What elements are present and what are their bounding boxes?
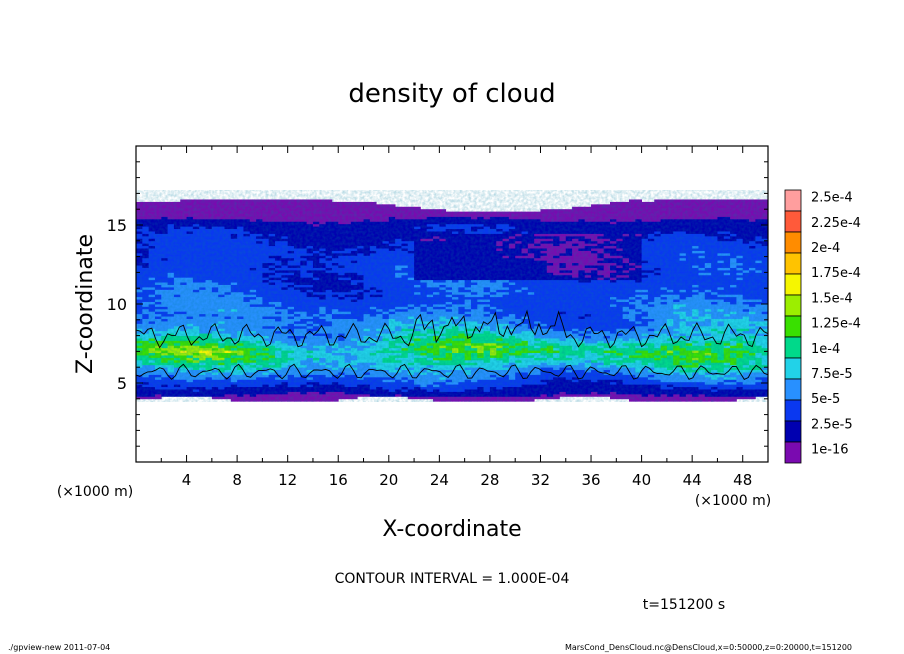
density-field xyxy=(136,190,768,402)
chart-title: density of cloud xyxy=(348,79,555,109)
